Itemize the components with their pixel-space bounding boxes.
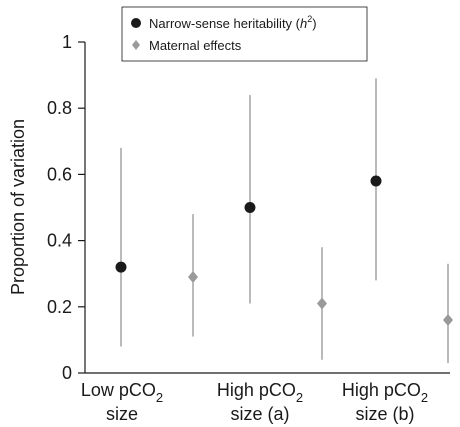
y-tick-label: 1: [62, 32, 72, 52]
x-category-label-line2: size (a): [230, 404, 289, 424]
y-tick-label: 0.4: [47, 231, 72, 251]
maternal-point: [188, 271, 198, 284]
heritability-point: [244, 202, 256, 213]
legend-circle-marker: [131, 18, 141, 28]
x-category-label-line1: High pCO2: [342, 380, 428, 405]
x-category-label-line1: Low pCO2: [81, 380, 163, 405]
y-tick-label: 0: [62, 363, 72, 383]
legend: Narrow-sense heritability (h2) Maternal …: [121, 6, 368, 62]
x-category-label-line2: size: [106, 404, 138, 424]
axes: [84, 42, 450, 374]
legend-entry-maternal: Maternal effects: [149, 38, 242, 53]
y-tick-label: 0.6: [47, 164, 72, 184]
y-tick-label: 0.8: [47, 98, 72, 118]
heritability-point: [115, 261, 127, 273]
y-ticks: 0 0.2 0.4 0.6 0.8 1: [47, 32, 85, 383]
legend-entry-heritability: Narrow-sense heritability (h2): [149, 14, 317, 31]
legend-diamond-marker: [132, 40, 140, 50]
maternal-point: [443, 314, 453, 327]
y-tick-label: 0.2: [47, 297, 72, 317]
heritability-point: [370, 175, 382, 187]
legend-box: [121, 6, 368, 62]
y-axis-title: Proportion of variation: [8, 119, 28, 295]
maternal-point: [317, 297, 327, 310]
error-bars: [120, 78, 449, 364]
x-category-label-line2: size (b): [355, 404, 414, 424]
data-markers: [115, 175, 453, 327]
x-category-label-line1: High pCO2: [217, 380, 303, 405]
